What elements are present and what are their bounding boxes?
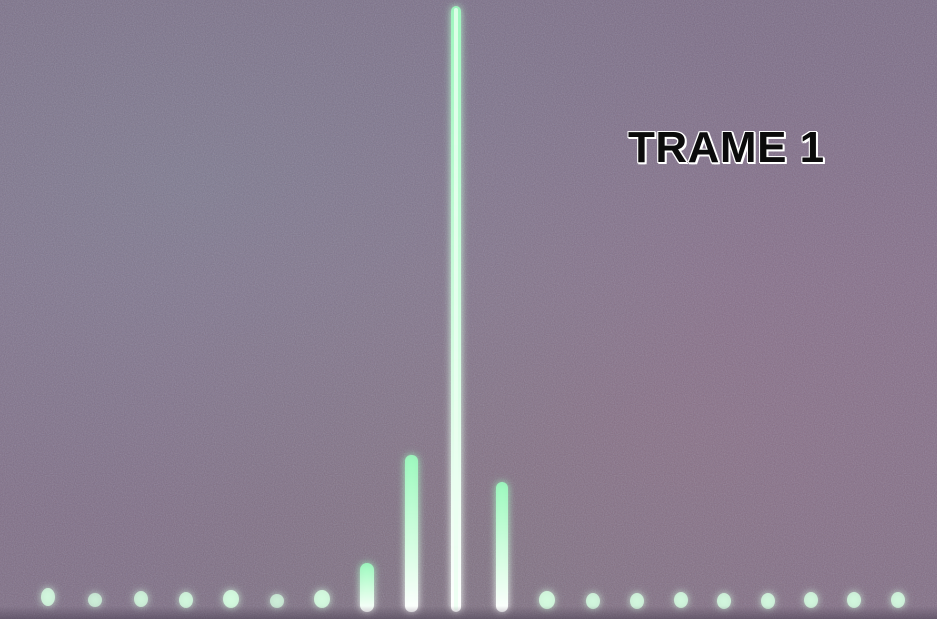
order-spot — [804, 592, 818, 608]
order-spot — [41, 588, 55, 606]
order-spot — [179, 592, 193, 608]
order-spot — [223, 590, 239, 608]
order-spot — [586, 593, 600, 609]
secondary-maximum-left — [405, 455, 418, 612]
order-spot — [314, 590, 330, 608]
caption-label: TRAME 1 — [628, 123, 825, 172]
order-spot — [270, 594, 284, 608]
third-maximum-left — [360, 563, 374, 612]
order-spot — [674, 592, 688, 608]
order-spot — [847, 592, 861, 608]
order-spot — [630, 593, 644, 609]
order-spot — [761, 593, 775, 609]
central-maximum — [451, 6, 461, 612]
secondary-maximum-right — [496, 482, 508, 612]
bottom-edge — [0, 606, 937, 619]
order-spot — [88, 593, 102, 607]
order-spot — [891, 592, 905, 608]
order-spot — [134, 591, 148, 607]
order-spot — [717, 593, 731, 609]
order-spots — [41, 588, 905, 609]
order-spot — [539, 591, 555, 609]
